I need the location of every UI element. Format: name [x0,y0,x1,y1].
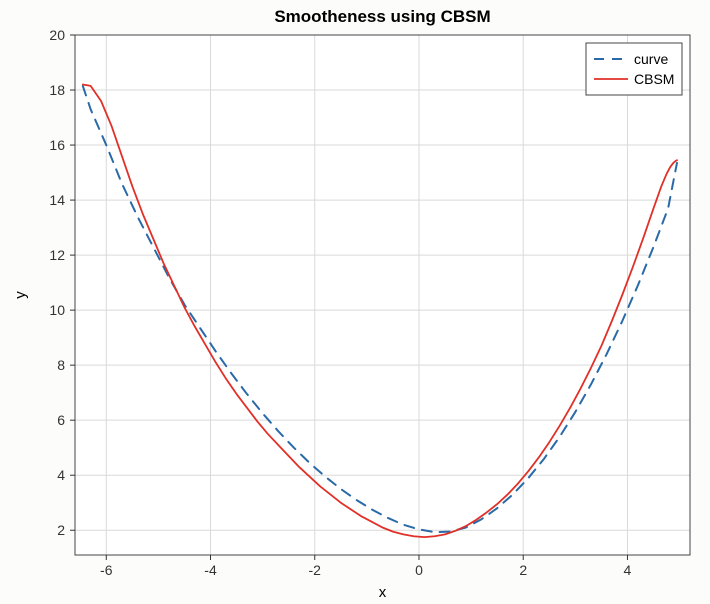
xtick-label: -2 [309,562,322,578]
ytick-label: 20 [49,27,65,43]
xtick-label: -6 [100,562,113,578]
ytick-label: 12 [49,247,65,263]
ytick-label: 4 [57,467,65,483]
ytick-label: 8 [57,357,65,373]
ytick-label: 16 [49,137,65,153]
xtick-label: 4 [624,562,632,578]
legend: curve CBSM [586,43,682,95]
legend-label-cbsm: CBSM [634,71,674,87]
xtick-label: 2 [519,562,527,578]
legend-label-curve: curve [634,51,668,67]
plot-bg [75,35,690,555]
ytick-label: 2 [57,522,65,538]
ytick-label: 14 [49,192,65,208]
y-axis-label: y [12,291,29,299]
xtick-label: -4 [204,562,217,578]
ytick-label: 18 [49,82,65,98]
ytick-label: 6 [57,412,65,428]
x-axis-label: x [379,584,387,601]
xtick-label: 0 [415,562,423,578]
ytick-label: 10 [49,302,65,318]
chart-title: Smootheness using CBSM [274,7,490,26]
smoothness-chart: -6 -4 -2 0 2 4 2 4 6 8 10 12 14 16 18 20 Smootheness usi… [0,0,710,604]
